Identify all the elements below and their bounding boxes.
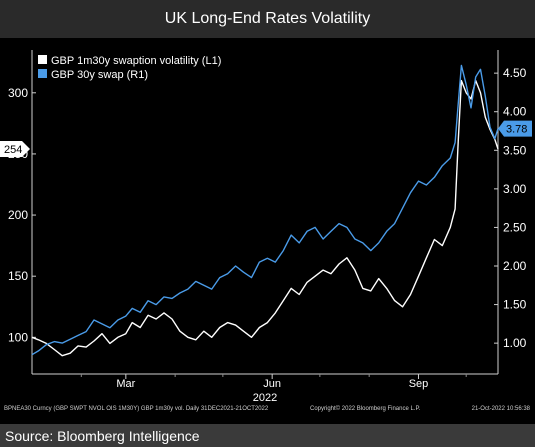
line-chart: 100150200250300 1.001.502.002.503.003.50… — [0, 50, 532, 412]
strip-middle-text: Copyright© 2022 Bloomberg Finance L.P. — [310, 405, 421, 412]
right-tick-label: 3.50 — [503, 143, 527, 157]
strip-left-text: BPNEA30 Curncy (GBP SWPT NVOL OIS 1M30Y)… — [4, 406, 269, 412]
legend-label: GBP 30y swap (R1) — [51, 69, 148, 81]
legend-swatch — [38, 69, 47, 78]
x-tick-label: Jun — [263, 378, 281, 390]
title-bar: UK Long-End Rates Volatility — [0, 0, 535, 38]
swaption-vol-line — [31, 79, 499, 357]
right-tick-label: 2.50 — [503, 220, 527, 234]
chart-title: UK Long-End Rates Volatility — [164, 10, 371, 27]
right-axis: 1.00 1.50 2.00 2.50 3.00 3.50 4.00 4.50 — [494, 50, 527, 374]
right-last-value-text: 3.78 — [506, 124, 527, 136]
right-tick-label: 3.00 — [503, 182, 527, 196]
swap-rate-line — [31, 64, 499, 356]
legend-box — [34, 52, 256, 88]
left-axis: 100150200250300 — [8, 50, 36, 374]
legend: GBP 1m30y swaption volatility (L1) GBP 30… — [34, 52, 256, 88]
chart-area: 100150200250300 1.001.502.002.503.003.50… — [0, 44, 535, 414]
x-tick-label: Sep — [409, 378, 429, 390]
left-last-value-text: 254 — [4, 144, 22, 156]
x-tick-label: Mar — [116, 378, 135, 390]
x-year-label: 2022 — [253, 392, 277, 404]
left-tick-label: 200 — [8, 208, 28, 222]
left-tick-label: 100 — [8, 330, 28, 344]
right-tick-label: 2.00 — [503, 259, 527, 273]
last-value-tags: 254 3.78 — [0, 120, 532, 158]
right-tick-label: 1.50 — [503, 298, 527, 312]
x-axis: Mar Jun Sep 2022 — [32, 373, 498, 404]
strip-right-text: 21-Oct-2022 10:56:38 — [472, 406, 531, 412]
footer-bar: Source: Bloomberg Intelligence — [0, 424, 535, 447]
left-tick-label: 300 — [8, 86, 28, 100]
right-tick-label: 1.00 — [503, 336, 527, 350]
source-text: Source: Bloomberg Intelligence — [5, 427, 200, 444]
right-tick-label: 4.00 — [503, 105, 527, 119]
right-last-value-tag — [498, 120, 532, 137]
left-tick-label: 150 — [8, 269, 28, 283]
right-tick-label: 4.50 — [503, 66, 527, 80]
bottom-strip: BPNEA30 Curncy (GBP SWPT NVOL OIS 1M30Y)… — [4, 405, 531, 412]
series-layer — [31, 64, 499, 357]
legend-label: GBP 1m30y swaption volatility (L1) — [51, 55, 221, 67]
legend-swatch — [38, 55, 47, 64]
left-last-value-tag — [0, 141, 30, 158]
